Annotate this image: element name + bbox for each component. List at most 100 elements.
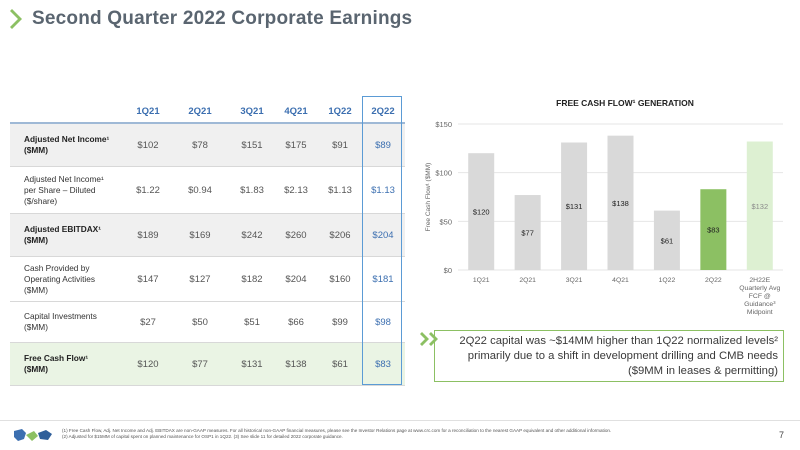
table-cell: $61 xyxy=(332,358,348,370)
table-cell: $27 xyxy=(140,316,156,328)
chart-title: FREE CASH FLOW¹ GENERATION xyxy=(556,98,694,108)
table-cell: $0.94 xyxy=(188,184,212,196)
current-quarter-highlight xyxy=(362,96,402,385)
bar-value-label: $61 xyxy=(661,236,674,245)
y-tick-label: $150 xyxy=(435,120,452,129)
row-label: Adjusted Net Income¹ per Share – Diluted(… xyxy=(24,173,104,206)
company-logo-icon xyxy=(14,429,52,441)
bar xyxy=(561,142,588,270)
x-tick-label: 1Q22 xyxy=(659,277,676,284)
table-cell: $50 xyxy=(192,316,208,328)
table-cell: $138 xyxy=(285,358,307,370)
table-row: Cash Provided by Operating Activities ($MM… xyxy=(10,257,405,302)
column-header: 4Q21 xyxy=(284,106,308,117)
table-cell: $189 xyxy=(137,229,159,241)
table-row: Free Cash Flow¹ ($MM) $120 $77 $131 $138 $61 $8… xyxy=(10,343,405,386)
bar xyxy=(607,135,634,270)
y-tick-label: $100 xyxy=(435,169,452,178)
bar xyxy=(746,141,773,270)
table-cell: $151 xyxy=(241,139,263,151)
table-cell: $120 xyxy=(137,358,159,370)
page-title: Second Quarter 2022 Corporate Earnings xyxy=(32,8,413,29)
x-tick-label: 1Q21 xyxy=(473,277,490,284)
table-cell: $102 xyxy=(137,139,159,151)
x-tick-label: 2Q21 xyxy=(519,277,536,284)
table-cell: $181 xyxy=(372,273,394,285)
x-tick-label: 2Q22 xyxy=(705,277,722,284)
row-label: Adjusted Net Income¹ ($MM) xyxy=(24,134,110,155)
footnote-1: (1) Free Cash Flow, Adj. Net Income and … xyxy=(62,428,612,433)
table-cell: $66 xyxy=(288,316,304,328)
bar xyxy=(514,195,541,270)
x-tick-label: 4Q21 xyxy=(612,277,629,284)
row-label: Cash Provided by Operating Activities ($MM… xyxy=(24,262,96,295)
chevron-right-icon xyxy=(10,9,22,29)
callout-box xyxy=(434,330,784,382)
footer-divider xyxy=(0,420,800,421)
callout-text: 2Q22 capital was ~$14MM higher than 1Q22… xyxy=(459,335,778,377)
table-cell: $242 xyxy=(241,229,263,241)
x-tick-label: FCF @ xyxy=(749,293,771,300)
table-row: Adjusted Net Income¹ ($MM) $102 $78 $151 $175… xyxy=(10,124,405,167)
bar-value-label: $132 xyxy=(751,202,768,211)
table-cell: $51 xyxy=(244,316,260,328)
column-header: 2Q22 xyxy=(371,106,395,117)
column-header: 1Q21 xyxy=(136,106,160,117)
page-number: 7 xyxy=(778,430,784,440)
x-tick-label: Guidance³ xyxy=(744,301,776,308)
table-cell: $160 xyxy=(329,273,351,285)
x-tick-label: Midpoint xyxy=(747,309,773,316)
row-label: Adjusted EBITDAX¹ ($MM) xyxy=(24,224,101,245)
table-cell: $1.22 xyxy=(136,184,160,196)
bar-value-label: $138 xyxy=(612,199,629,208)
table-cell: $169 xyxy=(189,229,211,241)
row-label: Capital Investments ($MM) xyxy=(24,311,97,332)
double-chevron-icon xyxy=(420,332,438,346)
bar xyxy=(468,153,495,270)
table-cell: $89 xyxy=(375,139,391,151)
table-cell: $127 xyxy=(189,273,211,285)
x-tick-label: 3Q21 xyxy=(566,277,583,284)
table-cell: $1.13 xyxy=(371,184,395,196)
table-cell: $204 xyxy=(285,273,307,285)
bar-value-label: $120 xyxy=(473,208,490,217)
table-cell: $182 xyxy=(241,273,263,285)
table-cell: $206 xyxy=(329,229,351,241)
fcf-bar-chart: $0 $50 $100 $150 Free Cash Flow¹ ($MM) $120 1Q… xyxy=(425,120,783,316)
table-row: Capital Investments ($MM) $27 $50 $51 $66 $99 $… xyxy=(10,302,405,343)
table-cell: $175 xyxy=(285,139,307,151)
table-cell: $260 xyxy=(285,229,307,241)
title-row: Second Quarter 2022 Corporate Earnings xyxy=(10,8,412,30)
table-cell: $2.13 xyxy=(284,184,308,196)
table-row: Adjusted EBITDAX¹ ($MM) $189 $169 $242 $260 $2… xyxy=(10,214,405,257)
footnote-2: (2) Adjusted for $15MM of capital spent … xyxy=(62,434,343,439)
row-label: Free Cash Flow¹ ($MM) xyxy=(24,353,89,374)
table-cell: $131 xyxy=(241,358,263,370)
bar-value-label: $77 xyxy=(521,229,534,238)
table-cell: $91 xyxy=(332,139,348,151)
x-tick-label: 2H22E xyxy=(749,277,770,284)
x-tick-label: Quarterly Avg xyxy=(739,285,780,292)
earnings-table: 1Q21 2Q21 3Q21 4Q21 1Q22 2Q22 Adjusted Net Inc… xyxy=(10,102,405,386)
y-tick-label: $0 xyxy=(444,266,452,275)
table-cell: $147 xyxy=(137,273,159,285)
column-header: 3Q21 xyxy=(240,106,264,117)
bar-value-label: $83 xyxy=(707,226,720,235)
y-axis-label: Free Cash Flow¹ ($MM) xyxy=(425,163,432,232)
table-cell: $204 xyxy=(372,229,394,241)
table-cell: $1.13 xyxy=(328,184,352,196)
table-cell: $83 xyxy=(375,358,391,370)
table-cell: $78 xyxy=(192,139,208,151)
y-tick-label: $50 xyxy=(439,217,452,226)
bar xyxy=(700,189,727,270)
table-header: 1Q21 2Q21 3Q21 4Q21 1Q22 2Q22 xyxy=(10,102,405,124)
bar xyxy=(653,210,680,270)
table-cell: $99 xyxy=(332,316,348,328)
column-header: 1Q22 xyxy=(328,106,352,117)
table-cell: $98 xyxy=(375,316,391,328)
table-cell: $77 xyxy=(192,358,208,370)
column-header: 2Q21 xyxy=(188,106,212,117)
bar-value-label: $131 xyxy=(566,202,583,211)
footnotes: (1) Free Cash Flow, Adj. Net Income and … xyxy=(62,428,762,440)
table-cell: $1.83 xyxy=(240,184,264,196)
